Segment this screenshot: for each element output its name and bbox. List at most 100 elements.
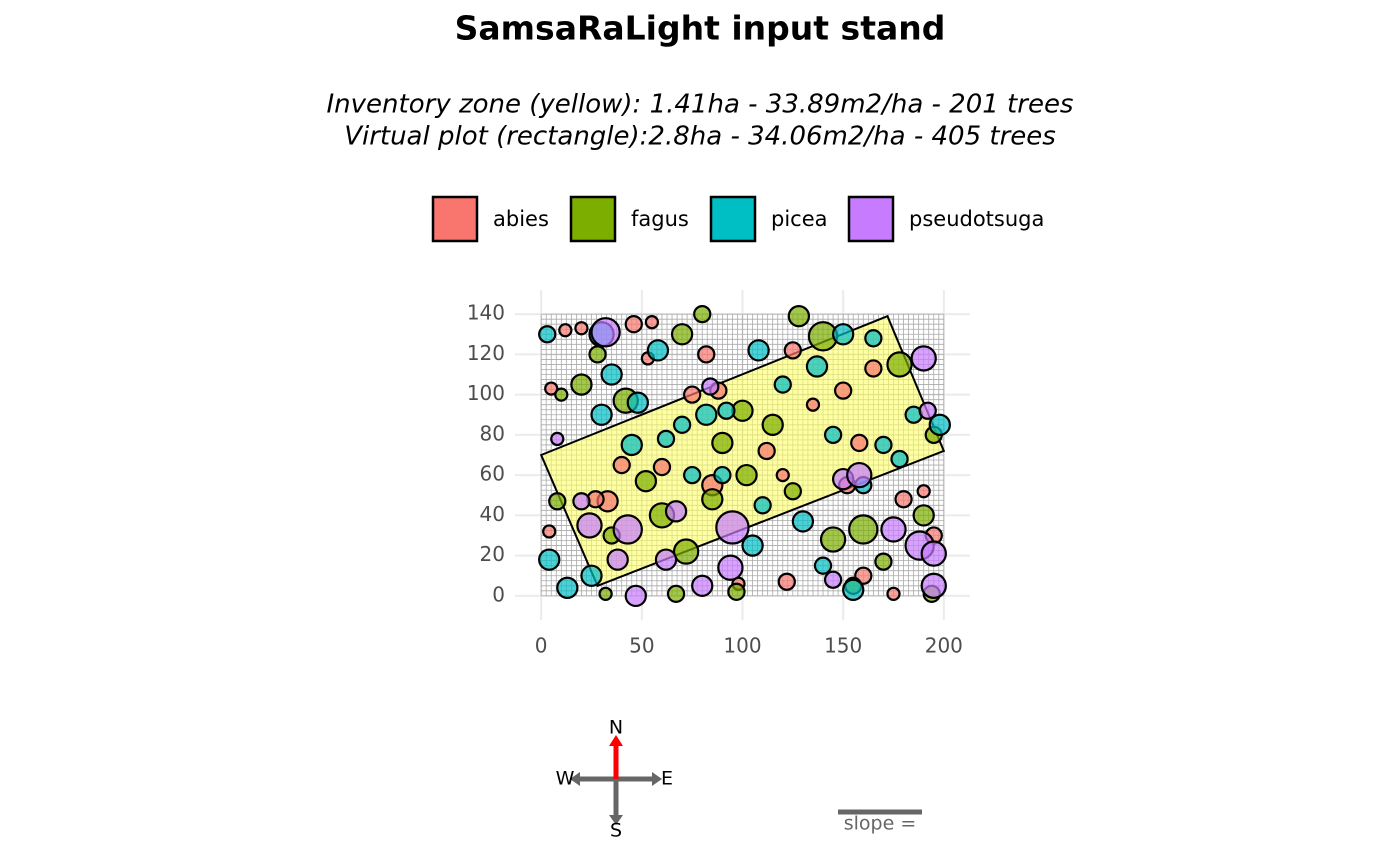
tree-crown [886, 586, 901, 601]
tree-crown [701, 488, 724, 511]
chart-title: SamsaRaLight input stand [455, 9, 946, 48]
legend-key [569, 195, 617, 243]
y-tick-label: 20 [480, 542, 505, 566]
compass-label: W [556, 768, 575, 790]
tree-crown [646, 339, 670, 362]
tree-crown [654, 548, 678, 571]
y-tick-label: 120 [467, 341, 505, 365]
tree-crown [886, 351, 913, 378]
tree-crown [823, 425, 843, 445]
tree-crown [819, 526, 847, 553]
compass-label: N [609, 717, 623, 739]
compass-label: E [661, 768, 673, 790]
tree-crown [894, 490, 913, 509]
y-tick-label: 100 [467, 381, 505, 405]
y-tick-label: 140 [467, 301, 505, 325]
tree-crown [834, 381, 853, 400]
tree-crown [666, 584, 686, 603]
compass-arrow-head [609, 815, 623, 825]
tree-crown [606, 548, 629, 571]
tree-crown [624, 315, 643, 334]
tree-crown [717, 401, 736, 420]
tree-crown [848, 514, 879, 545]
tree-crown [695, 403, 718, 426]
tree-crown [542, 524, 557, 539]
tree-crown [864, 329, 883, 348]
plot-panel: 0 50 100 150 200 0 20 40 60 80 100 120 140 [467, 290, 970, 658]
tree-crown [590, 317, 621, 348]
tree-crown [620, 433, 643, 457]
compass-label: S [610, 820, 622, 842]
tree-crown [773, 375, 792, 394]
x-tick-label: 50 [629, 634, 654, 658]
tree-crown [697, 345, 716, 364]
tree-crown [701, 377, 720, 396]
tree-crown [783, 341, 802, 360]
legend-label: picea [771, 207, 828, 231]
legend: abies fagus picea pseudotsuga [431, 195, 1044, 243]
legend-key [847, 195, 895, 243]
tree-crown [920, 540, 947, 567]
compass: N E S W [556, 717, 673, 842]
tree-crown [612, 514, 643, 545]
tree-crown [842, 578, 865, 601]
tree-crown [761, 413, 784, 436]
tree-crown [805, 397, 821, 412]
tree-crown [548, 492, 567, 511]
legend-key [709, 195, 757, 243]
tree-crown [735, 463, 758, 487]
tree-crown [890, 449, 909, 469]
chart-subtitle: Virtual plot (rectangle):2.8ha - 34.06m2… [344, 122, 1056, 152]
tree-crown [805, 355, 829, 378]
tree-crown [570, 373, 593, 396]
tree-crown [850, 433, 869, 453]
tree-crown [683, 465, 702, 485]
tree-crown [544, 381, 559, 396]
tree-crown [928, 413, 951, 436]
tree-crown [880, 516, 907, 543]
tree-crown [664, 500, 688, 523]
legend-label: fagus [631, 207, 689, 231]
tree-crown [918, 401, 937, 420]
tree-crown [783, 482, 802, 501]
tree-crown [910, 345, 937, 372]
compass-arrow-head [570, 772, 580, 786]
tree-crown [912, 504, 935, 527]
tree-crown [538, 548, 561, 571]
x-tick-label: 0 [535, 634, 548, 658]
tree-crown [727, 582, 746, 601]
tree-crown [874, 552, 893, 571]
slope-label: slope = [844, 813, 917, 835]
x-tick-label: 200 [925, 634, 963, 658]
tree-crown [741, 534, 764, 557]
tree-crown [874, 435, 893, 455]
x-tick-label: 150 [824, 634, 862, 658]
tree-crown [556, 576, 579, 599]
compass-arrow-head [652, 772, 662, 786]
tree-crown [572, 492, 591, 511]
tree-crown [590, 403, 613, 426]
y-tick-label: 80 [480, 421, 505, 445]
tree-crown [691, 574, 714, 597]
y-tick-label: 40 [480, 502, 505, 526]
tree-crown [787, 304, 811, 328]
tree-crown [672, 538, 700, 565]
tree-crown [711, 431, 734, 455]
tree-crown [757, 441, 776, 461]
tree-crown [644, 315, 660, 330]
chart-subtitle: Inventory zone (yellow): 1.41ha - 33.89m… [327, 90, 1074, 120]
tree-crown [580, 564, 603, 587]
tree-crown [600, 363, 623, 386]
tree-crown [576, 512, 603, 539]
y-tick-label: 60 [480, 462, 505, 486]
legend-label: abies [493, 207, 549, 231]
tree-crown [554, 387, 569, 402]
tree-crown [624, 584, 647, 608]
tree-crown [747, 339, 770, 362]
tree-crown [670, 323, 694, 346]
tree-crown [683, 385, 702, 404]
tree-crown [717, 554, 744, 581]
tree-crown [656, 429, 676, 449]
tree-crown [693, 304, 712, 324]
